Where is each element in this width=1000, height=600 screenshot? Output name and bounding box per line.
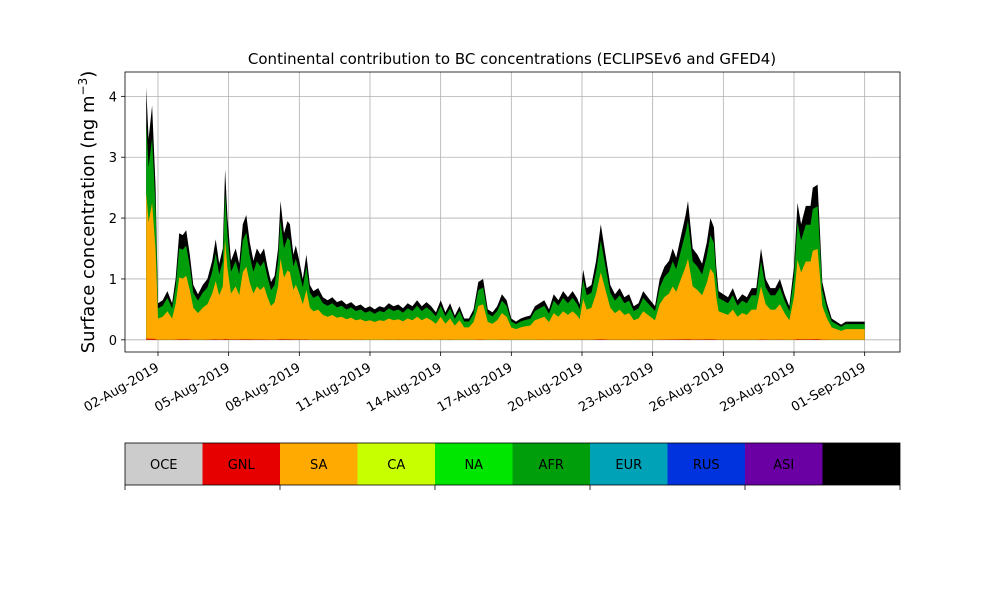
legend-swatch-eur — [590, 443, 668, 485]
x-tick-label: 14-Aug-2019 — [364, 360, 444, 415]
legend-frame — [124, 442, 901, 486]
x-tick-label: 02-Aug-2019 — [82, 360, 162, 415]
x-tick-label: 08-Aug-2019 — [223, 360, 303, 415]
y-tick-label: 1 — [109, 273, 117, 288]
chart-title: Continental contribution to BC concentra… — [248, 50, 776, 68]
y-axis: 0 1 2 3 4 — [109, 90, 125, 349]
legend-swatch-afr — [512, 443, 590, 485]
x-tick-label: 29-Aug-2019 — [718, 360, 798, 415]
legend-label: AUS — [848, 458, 875, 473]
y-tick-label: 2 — [109, 212, 117, 227]
legend-swatch-ca — [357, 443, 435, 485]
legend-swatch-asi — [745, 443, 823, 485]
legend-label: ASI — [773, 458, 794, 473]
legend-swatch-na — [435, 443, 513, 485]
legend-swatch-gnl — [202, 443, 280, 485]
legend-swatch-sa — [280, 443, 358, 485]
legend-label: RUS — [693, 458, 720, 473]
legend-label: SA — [310, 458, 327, 473]
legend-swatch-oce — [125, 443, 203, 485]
area-series-gnl — [146, 338, 865, 340]
legend-label: CA — [387, 458, 405, 473]
x-tick-label: 26-Aug-2019 — [647, 360, 727, 415]
y-axis-label: Surface concentration (ng m−3) — [76, 71, 99, 354]
area-series-sa — [146, 192, 865, 340]
legend-label: AFR — [539, 458, 564, 473]
x-tick-label: 05-Aug-2019 — [152, 360, 232, 415]
legend-label: OCE — [150, 458, 178, 473]
legend-label: EUR — [615, 458, 642, 473]
plot-frame — [124, 71, 901, 353]
legend-swatch-rus — [667, 443, 745, 485]
y-tick-label: 0 — [109, 334, 117, 349]
y-tick-label: 4 — [109, 90, 117, 105]
x-tick-label: 11-Aug-2019 — [294, 360, 374, 415]
legend-colorbar: OCE GNL SA CA NA AFR EUR RUS ASI AUS — [124, 442, 901, 490]
legend-swatch-aus — [822, 443, 900, 485]
x-axis: 02-Aug-201905-Aug-201908-Aug-201911-Aug-… — [82, 352, 869, 416]
y-tick-label: 3 — [109, 151, 117, 166]
x-tick-label: 17-Aug-2019 — [435, 360, 515, 415]
x-tick-label: 20-Aug-2019 — [506, 360, 586, 415]
stacked-areas — [146, 87, 865, 340]
x-tick-label: 23-Aug-2019 — [576, 360, 656, 415]
legend-label: NA — [464, 458, 483, 473]
x-tick-label: 01-Sep-2019 — [789, 360, 869, 415]
legend-label: GNL — [228, 458, 256, 473]
